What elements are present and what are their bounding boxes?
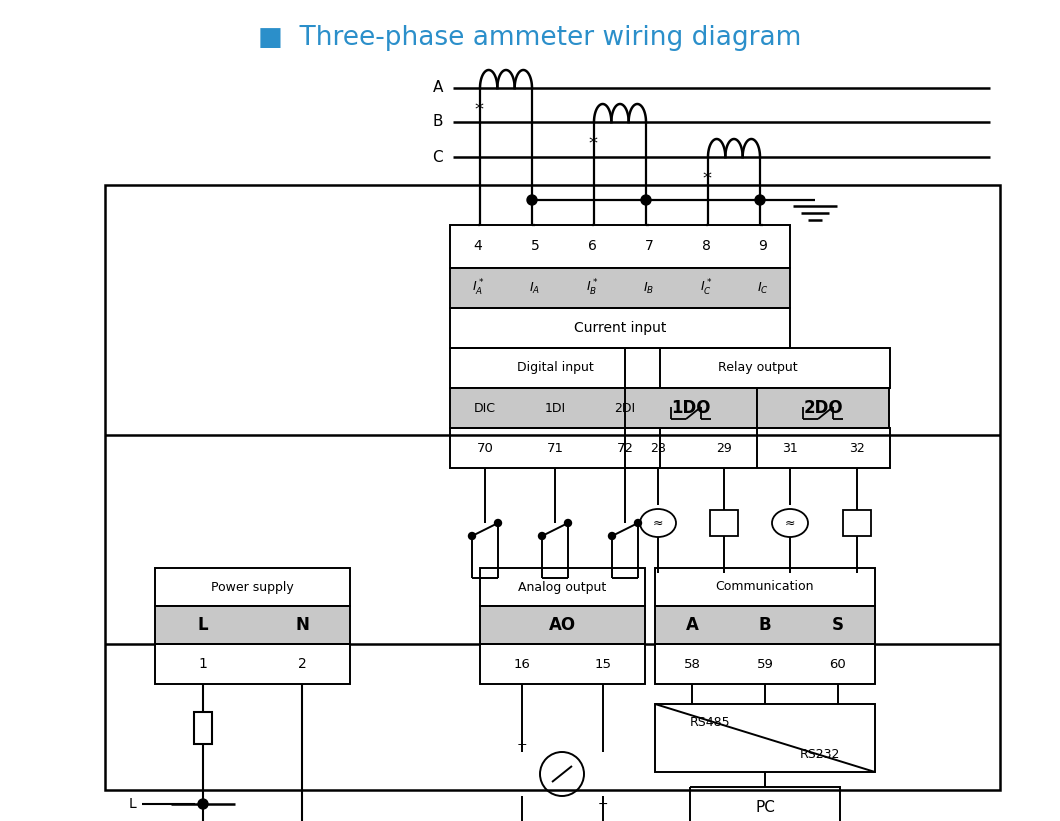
Text: 1DO: 1DO <box>671 399 711 417</box>
Circle shape <box>527 195 537 205</box>
Text: ■  Three-phase ammeter wiring diagram: ■ Three-phase ammeter wiring diagram <box>259 25 801 51</box>
Bar <box>480 568 644 606</box>
Text: 2DO: 2DO <box>803 399 843 417</box>
Text: ≈: ≈ <box>653 516 664 530</box>
Text: 16: 16 <box>513 658 530 671</box>
Bar <box>450 268 790 308</box>
Text: $I_A^*$: $I_A^*$ <box>472 278 484 298</box>
Text: 60: 60 <box>830 658 846 671</box>
Text: RS485: RS485 <box>690 715 730 728</box>
Text: 59: 59 <box>757 658 774 671</box>
Text: +: + <box>516 737 527 750</box>
Text: B: B <box>432 114 443 130</box>
Text: 28: 28 <box>650 442 666 455</box>
Bar <box>155 568 350 606</box>
Text: 5: 5 <box>531 240 540 254</box>
Circle shape <box>538 533 546 539</box>
Text: C: C <box>432 149 443 164</box>
Text: N: N <box>295 616 308 634</box>
Bar <box>450 388 660 428</box>
Text: 32: 32 <box>849 442 865 455</box>
Bar <box>757 388 889 428</box>
Bar <box>480 606 644 644</box>
Text: 2: 2 <box>298 657 306 671</box>
Circle shape <box>755 195 765 205</box>
Circle shape <box>469 533 476 539</box>
Bar <box>194 712 212 744</box>
Text: Digital input: Digital input <box>516 361 594 374</box>
Text: 71: 71 <box>547 442 564 455</box>
Circle shape <box>635 520 641 526</box>
Text: Communication: Communication <box>716 580 814 594</box>
Bar <box>155 644 350 684</box>
Text: $I_B$: $I_B$ <box>643 281 655 296</box>
Bar <box>450 428 660 468</box>
Text: $I_C^*$: $I_C^*$ <box>700 278 712 298</box>
Text: 70: 70 <box>477 442 494 455</box>
Text: 8: 8 <box>702 240 710 254</box>
Text: 72: 72 <box>617 442 634 455</box>
Bar <box>625 348 890 388</box>
Text: 31: 31 <box>782 442 798 455</box>
Text: 6: 6 <box>587 240 597 254</box>
Text: AO: AO <box>549 616 576 634</box>
Text: Relay output: Relay output <box>718 361 797 374</box>
Text: *: * <box>588 135 598 153</box>
Text: ≈: ≈ <box>784 516 795 530</box>
Text: −: − <box>598 797 608 810</box>
Text: 7: 7 <box>644 240 653 254</box>
Text: 9: 9 <box>759 240 767 254</box>
Text: 1: 1 <box>198 657 208 671</box>
Bar <box>690 787 840 821</box>
Text: $I_C$: $I_C$ <box>757 281 768 296</box>
Text: *: * <box>703 170 711 188</box>
Circle shape <box>565 520 571 526</box>
Text: DIC: DIC <box>474 401 496 415</box>
Text: PC: PC <box>755 800 775 815</box>
Text: RS232: RS232 <box>800 747 841 760</box>
Circle shape <box>641 195 651 205</box>
Text: *: * <box>475 101 483 119</box>
Text: A: A <box>432 80 443 95</box>
Text: 58: 58 <box>684 658 701 671</box>
Text: 29: 29 <box>717 442 731 455</box>
Text: L: L <box>128 797 136 811</box>
Bar <box>655 568 874 606</box>
Text: 1DI: 1DI <box>545 401 566 415</box>
Text: B: B <box>759 616 772 634</box>
Text: Analog output: Analog output <box>518 580 606 594</box>
Text: $I_A$: $I_A$ <box>529 281 541 296</box>
Text: L: L <box>197 616 209 634</box>
Bar <box>625 428 890 468</box>
Text: A: A <box>686 616 699 634</box>
Text: $I_B^*$: $I_B^*$ <box>586 278 598 298</box>
Text: 2DI: 2DI <box>615 401 636 415</box>
Bar <box>625 388 757 428</box>
Text: 4: 4 <box>474 240 482 254</box>
Bar <box>450 225 790 268</box>
Bar <box>655 644 874 684</box>
Bar <box>655 704 874 772</box>
Text: Power supply: Power supply <box>211 580 294 594</box>
Bar <box>450 348 660 388</box>
Text: Current input: Current input <box>573 321 666 335</box>
Bar <box>105 185 1000 790</box>
Bar <box>843 510 871 536</box>
Bar <box>155 606 350 644</box>
Circle shape <box>608 533 616 539</box>
Text: S: S <box>832 616 844 634</box>
Bar <box>450 308 790 348</box>
Circle shape <box>495 520 501 526</box>
Bar <box>480 644 644 684</box>
Bar <box>655 606 874 644</box>
Bar <box>710 510 738 536</box>
Circle shape <box>198 799 208 809</box>
Text: 15: 15 <box>595 658 612 671</box>
